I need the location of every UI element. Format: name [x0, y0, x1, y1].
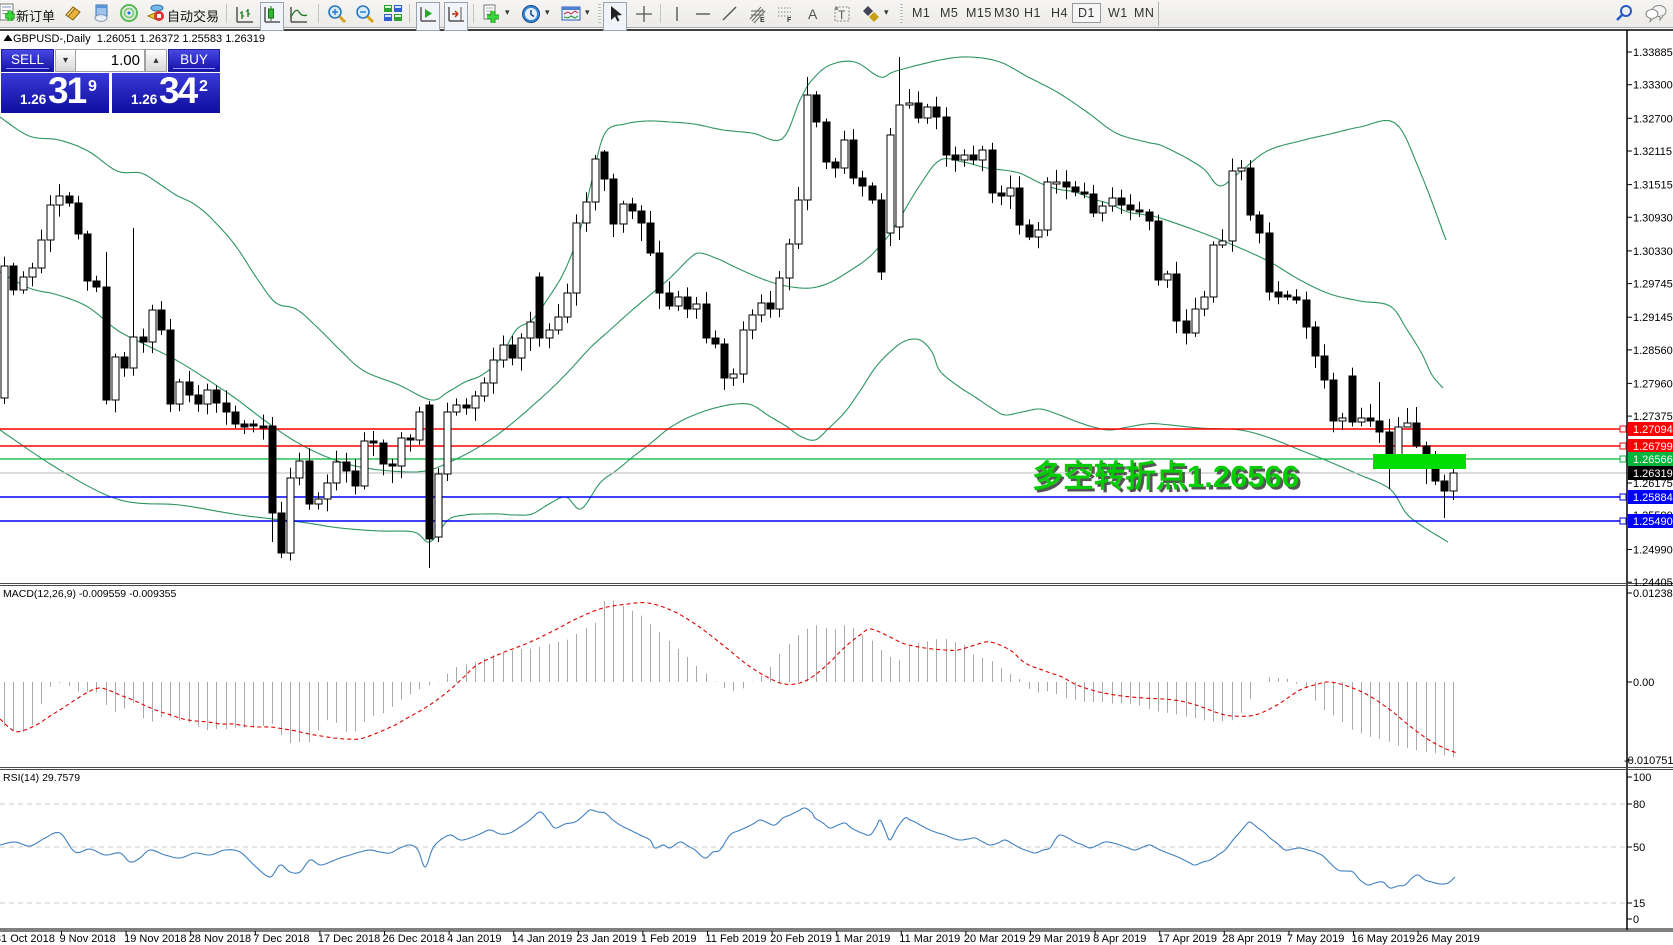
svg-text:GBPUSD-,Daily 1.26051 1.26372: GBPUSD-,Daily 1.26051 1.26372 1.25583 1.… — [13, 33, 265, 45]
svg-text:A: A — [808, 6, 818, 22]
svg-text:1.28560: 1.28560 — [1633, 345, 1673, 357]
svg-text:11 Feb 2019: 11 Feb 2019 — [706, 933, 767, 945]
svg-text:15: 15 — [1633, 898, 1645, 910]
svg-text:0: 0 — [1633, 914, 1639, 926]
svg-text:20 Feb 2019: 20 Feb 2019 — [770, 933, 832, 945]
svg-text:29 Mar 2019: 29 Mar 2019 — [1029, 933, 1091, 945]
svg-text:1.30930: 1.30930 — [1633, 212, 1673, 224]
svg-text:1.25884: 1.25884 — [1633, 492, 1673, 504]
svg-text:14 Jan 2019: 14 Jan 2019 — [512, 933, 573, 945]
svg-text:19 Nov 2018: 19 Nov 2018 — [124, 933, 186, 945]
svg-text:7 Dec 2018: 7 Dec 2018 — [253, 933, 309, 945]
svg-text:8 Apr 2019: 8 Apr 2019 — [1093, 933, 1146, 945]
svg-text:16 May 2019: 16 May 2019 — [1352, 933, 1416, 945]
svg-text:50: 50 — [1633, 842, 1645, 854]
svg-text:多空转折点1.26566: 多空转折点1.26566 — [1035, 462, 1302, 497]
svg-text:1.26799: 1.26799 — [1633, 441, 1673, 453]
svg-text:1.32700: 1.32700 — [1633, 113, 1673, 125]
svg-text:E: E — [760, 17, 765, 24]
svg-text:1.31515: 1.31515 — [1633, 180, 1673, 192]
svg-text:26 May 2019: 26 May 2019 — [1416, 933, 1480, 945]
svg-text:1 Feb 2019: 1 Feb 2019 — [641, 933, 697, 945]
svg-text:4 Jan 2019: 4 Jan 2019 — [447, 933, 501, 945]
svg-text:1.27094: 1.27094 — [1633, 424, 1673, 436]
svg-text:1.26319: 1.26319 — [1633, 468, 1673, 480]
svg-text:1.30330: 1.30330 — [1633, 246, 1673, 258]
svg-text:-0.010751: -0.010751 — [1624, 755, 1673, 767]
svg-text:11 Mar 2019: 11 Mar 2019 — [899, 933, 960, 945]
svg-text:1.29745: 1.29745 — [1633, 279, 1673, 291]
svg-text:1.33300: 1.33300 — [1633, 80, 1673, 92]
svg-text:0.01238: 0.01238 — [1633, 588, 1673, 600]
svg-text:1.26175: 1.26175 — [1633, 478, 1673, 490]
svg-text:F: F — [787, 17, 792, 24]
svg-text:28 Apr 2019: 28 Apr 2019 — [1222, 933, 1281, 945]
svg-text:26 Dec 2018: 26 Dec 2018 — [383, 933, 445, 945]
svg-text:1.24405: 1.24405 — [1633, 577, 1673, 589]
svg-text:MACD(12,26,9) -0.009559 -0.009: MACD(12,26,9) -0.009559 -0.009355 — [3, 588, 177, 600]
svg-text:31 Oct 2018: 31 Oct 2018 — [0, 933, 55, 945]
svg-text:1.26566: 1.26566 — [1633, 454, 1673, 466]
svg-text:80: 80 — [1633, 799, 1645, 811]
svg-text:20 Mar 2019: 20 Mar 2019 — [964, 933, 1026, 945]
svg-text:0.00: 0.00 — [1633, 677, 1654, 689]
svg-text:17 Dec 2018: 17 Dec 2018 — [318, 933, 380, 945]
svg-text:RSI(14) 29.7579: RSI(14) 29.7579 — [3, 772, 80, 784]
svg-text:T: T — [838, 8, 846, 22]
svg-text:1.27960: 1.27960 — [1633, 378, 1673, 390]
svg-text:1.27375: 1.27375 — [1633, 411, 1673, 423]
svg-text:7 May 2019: 7 May 2019 — [1287, 933, 1344, 945]
svg-text:1.32115: 1.32115 — [1633, 146, 1672, 158]
svg-text:1.33885: 1.33885 — [1633, 47, 1673, 59]
svg-text:9 Nov 2018: 9 Nov 2018 — [60, 933, 116, 945]
svg-text:1.25490: 1.25490 — [1633, 516, 1673, 528]
svg-text:100: 100 — [1633, 772, 1651, 784]
svg-text:1 Mar 2019: 1 Mar 2019 — [835, 933, 891, 945]
svg-text:17 Apr 2019: 17 Apr 2019 — [1158, 933, 1217, 945]
svg-text:1.29145: 1.29145 — [1633, 312, 1673, 324]
svg-text:28 Nov 2018: 28 Nov 2018 — [189, 933, 251, 945]
svg-text:23 Jan 2019: 23 Jan 2019 — [576, 933, 637, 945]
svg-text:多空转折点1.26566: 多空转折点1.26566 — [1032, 459, 1299, 494]
svg-text:1.24990: 1.24990 — [1633, 545, 1673, 557]
